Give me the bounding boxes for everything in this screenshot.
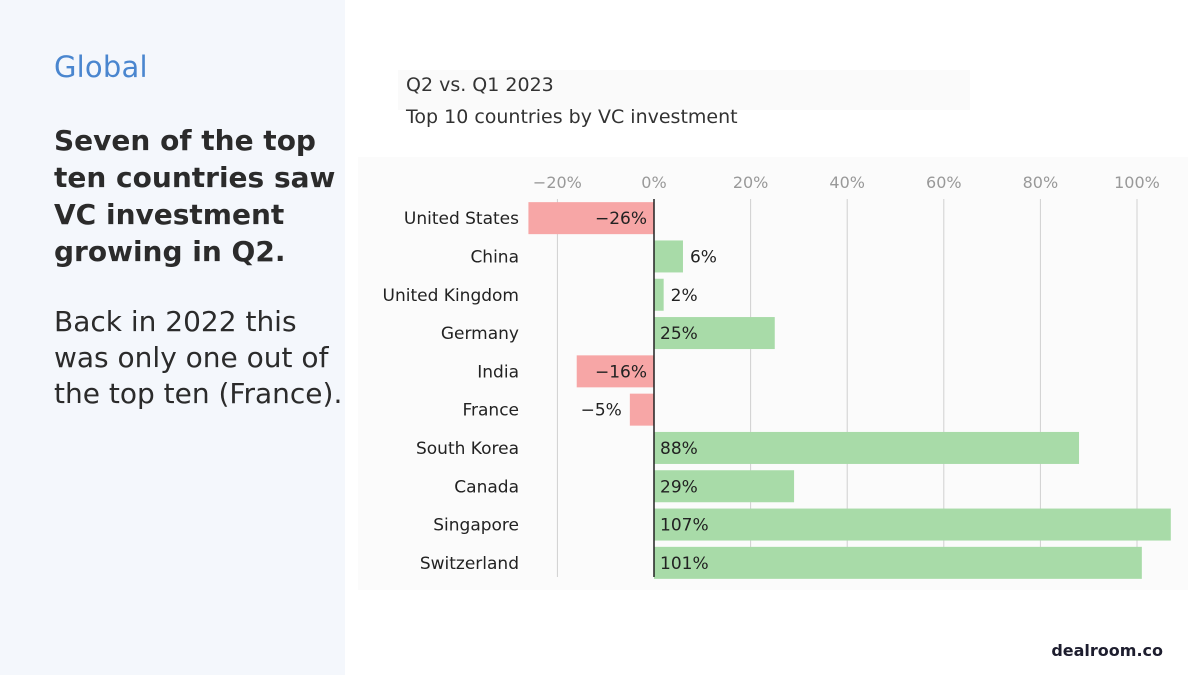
section-label: Global — [54, 50, 148, 84]
category-label: United Kingdom — [383, 286, 519, 306]
x-tick-label: 20% — [733, 173, 769, 192]
value-label: 2% — [671, 286, 698, 306]
body-text: Back in 2022 this was only one out of th… — [54, 305, 343, 410]
left-panel — [0, 0, 345, 675]
chart-area: −20% 0% 20% 40% 60% 80% 100% United States −26% C… — [358, 157, 1188, 590]
bar — [654, 546, 1142, 579]
bar — [576, 355, 654, 388]
bar — [654, 317, 775, 350]
headline: Seven of the top ten countries saw VC in… — [54, 124, 336, 268]
value-label: −26% — [595, 209, 647, 229]
bar — [629, 393, 654, 426]
category-label: Singapore — [433, 516, 519, 536]
category-label: United States — [404, 209, 519, 229]
category-label: India — [477, 362, 519, 382]
category-label: South Korea — [416, 439, 519, 459]
x-tick-label: 100% — [1114, 173, 1160, 192]
chart-title-box — [398, 70, 970, 110]
chart-title: Q2 vs. Q1 2023 — [406, 74, 554, 96]
value-label: 107% — [660, 516, 709, 536]
category-label: Switzerland — [420, 554, 519, 574]
bar — [654, 240, 683, 273]
value-label: 101% — [660, 554, 709, 574]
bar-chart: −20% 0% 20% 40% 60% 80% 100% United States −26% C… — [383, 173, 1171, 579]
x-tick-label: 40% — [829, 173, 865, 192]
x-tick-label: 80% — [1023, 173, 1059, 192]
category-label: Canada — [454, 477, 519, 497]
x-tick-label: 60% — [926, 173, 962, 192]
x-tick-label: 0% — [641, 173, 666, 192]
value-label: −5% — [581, 401, 622, 421]
category-label: China — [470, 247, 519, 267]
x-tick-label: −20% — [533, 173, 582, 192]
category-label: France — [462, 401, 519, 421]
value-label: 25% — [660, 324, 698, 344]
bar — [654, 431, 1080, 464]
value-label: 29% — [660, 477, 698, 497]
bar — [528, 202, 654, 235]
chart-subtitle: Top 10 countries by VC investment — [406, 106, 738, 128]
category-label: Germany — [441, 324, 519, 344]
brand-logo: dealroom.co — [1051, 641, 1163, 660]
bar — [654, 508, 1171, 541]
bar — [654, 278, 664, 311]
value-label: 88% — [660, 439, 698, 459]
value-label: 6% — [690, 247, 717, 267]
value-label: −16% — [595, 362, 647, 382]
bar — [654, 470, 795, 503]
